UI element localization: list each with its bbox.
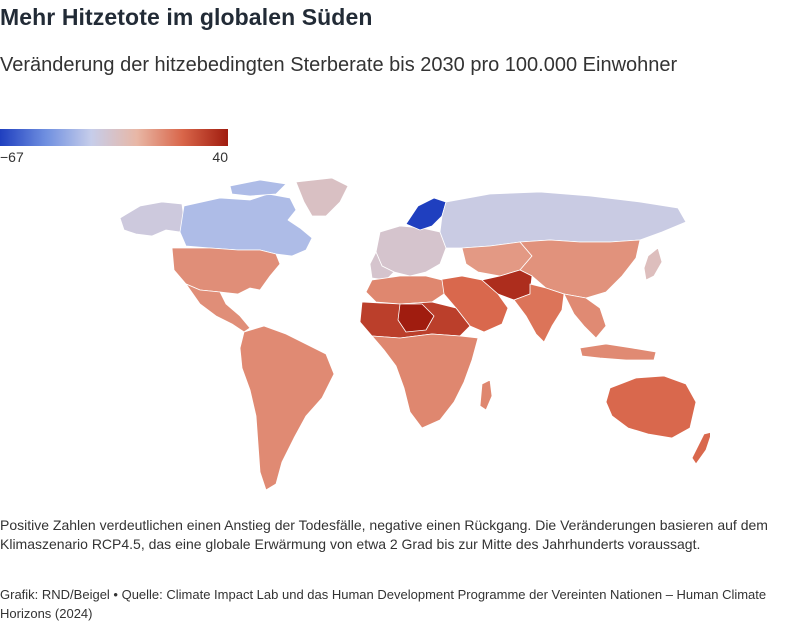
region-arabien xyxy=(437,275,509,333)
region-australien xyxy=(605,375,697,439)
region-indien xyxy=(513,283,565,343)
region-groenland xyxy=(295,177,349,217)
region-suedamerika xyxy=(239,325,335,491)
chart-note: Positive Zahlen verdeutlichen einen Anst… xyxy=(0,517,768,552)
region-neuseeland xyxy=(691,432,710,465)
color-legend: −67 40 xyxy=(0,129,228,169)
region-skandinavien xyxy=(405,197,447,231)
chart-subtitle: Veränderung der hitzebedingten Sterberat… xyxy=(0,54,678,76)
region-niger xyxy=(397,303,435,333)
world-choropleth-map xyxy=(119,177,710,491)
legend-max-label: 40 xyxy=(212,149,228,165)
legend-min-label: −67 xyxy=(0,149,24,165)
region-japan xyxy=(643,247,663,281)
region-mittelamerika xyxy=(185,283,251,333)
region-nordafrika xyxy=(365,275,445,305)
chart-title: Mehr Hitzetote im globalen Süden xyxy=(0,4,373,30)
region-kanada xyxy=(179,193,313,257)
region-russland xyxy=(439,191,687,249)
region-alaska xyxy=(119,201,185,237)
region-suedostasien xyxy=(563,293,607,339)
region-kanada-arktis xyxy=(229,179,287,197)
region-subsahara xyxy=(371,333,479,429)
legend-gradient-bar xyxy=(0,129,228,146)
chart-credit: Grafik: RND/Beigel • Quelle: Climate Imp… xyxy=(0,587,767,621)
region-indonesien xyxy=(579,343,657,361)
region-madagaskar xyxy=(479,379,493,411)
